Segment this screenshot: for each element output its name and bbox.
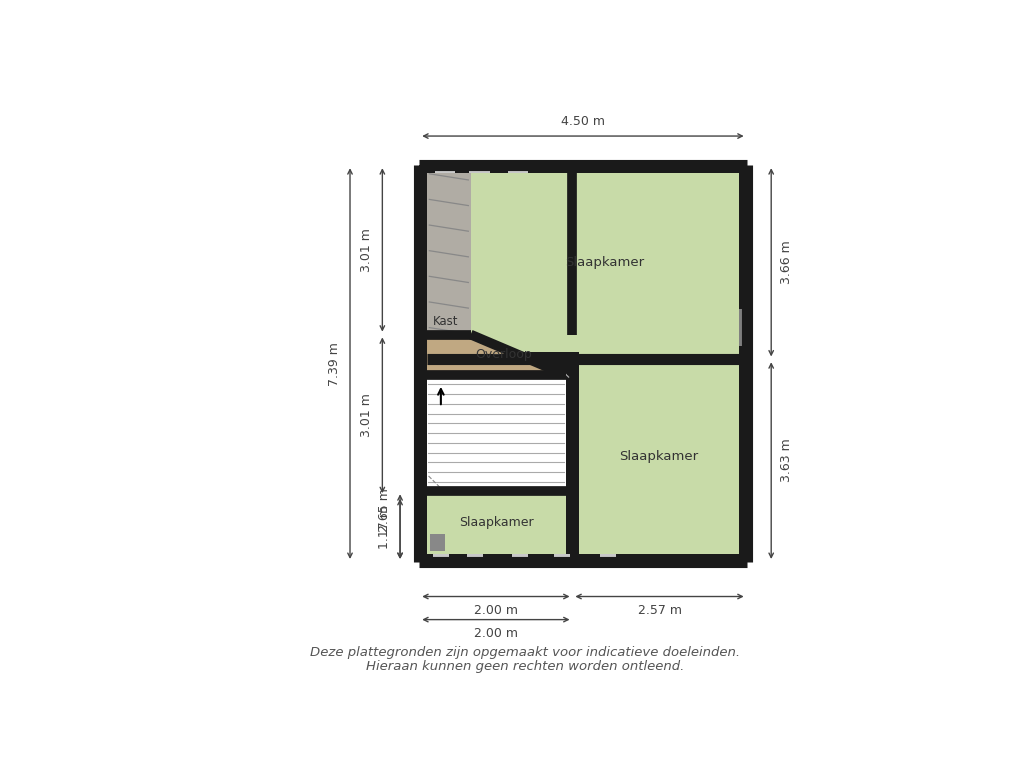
Text: Hieraan kunnen geen rechten worden ontleend.: Hieraan kunnen geen rechten worden ontle…	[366, 660, 684, 673]
Bar	[554, 554, 570, 562]
Bar	[471, 173, 739, 352]
Text: 2.65 m: 2.65 m	[378, 488, 391, 531]
Text: Slaapkamer: Slaapkamer	[459, 516, 534, 529]
Text: 4.50 m: 4.50 m	[561, 115, 605, 128]
Bar	[508, 165, 528, 173]
Text: 3.66 m: 3.66 m	[780, 240, 794, 284]
Text: Kast: Kast	[433, 316, 459, 329]
Text: 2.00 m: 2.00 m	[474, 604, 518, 617]
Text: 2.57 m: 2.57 m	[638, 604, 682, 617]
Bar	[430, 534, 445, 551]
Bar	[427, 375, 565, 492]
Bar	[739, 309, 749, 346]
Text: Slaapkamer: Slaapkamer	[620, 450, 698, 463]
Bar	[512, 554, 527, 562]
Bar	[471, 173, 739, 352]
Bar	[580, 359, 739, 554]
Text: 3.01 m: 3.01 m	[360, 393, 373, 437]
Bar	[469, 165, 489, 173]
Bar	[427, 492, 565, 554]
Text: 3.01 m: 3.01 m	[360, 228, 373, 272]
Text: 3.63 m: 3.63 m	[780, 439, 794, 482]
Bar	[600, 554, 616, 562]
Bar	[419, 165, 746, 562]
Text: Deze plattegronden zijn opgemaakt voor indicatieve doeleinden.: Deze plattegronden zijn opgemaakt voor i…	[309, 646, 740, 659]
Text: 1.17 m: 1.17 m	[378, 505, 391, 548]
Bar	[433, 554, 450, 562]
Text: 2.00 m: 2.00 m	[474, 627, 518, 641]
Bar	[580, 352, 739, 554]
Bar	[427, 173, 471, 335]
Text: Slaapkamer: Slaapkamer	[565, 256, 644, 269]
Bar	[435, 165, 455, 173]
Bar	[467, 554, 483, 562]
Polygon shape	[427, 335, 565, 375]
Text: 7.39 m: 7.39 m	[328, 342, 341, 386]
Text: Overloop: Overloop	[475, 348, 532, 361]
